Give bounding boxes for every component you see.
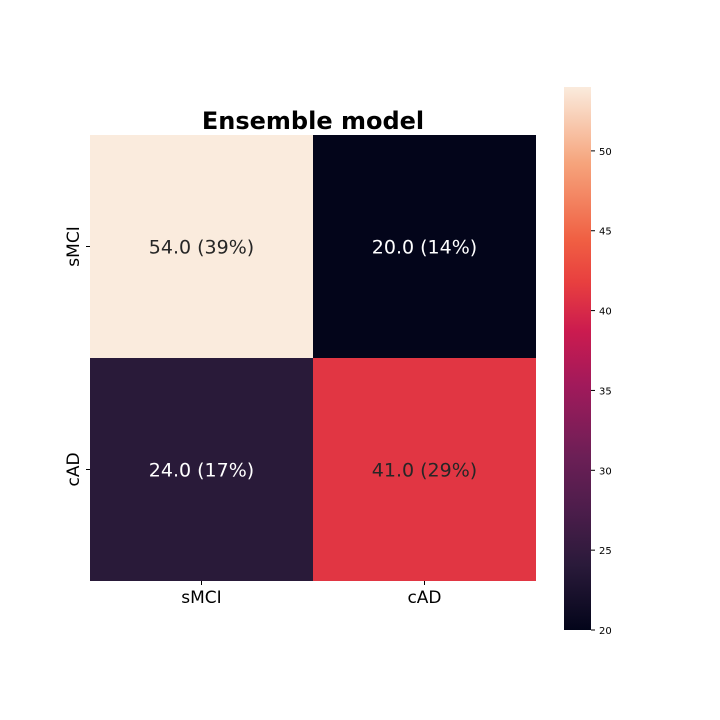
row-tick-label: cAD bbox=[64, 452, 84, 486]
heatmap: 54.0 (39%) 20.0 (14%) 24.0 (17%) 41.0 (29%) bbox=[90, 135, 536, 581]
colorbar-tick-label: 20 bbox=[599, 626, 612, 637]
colorbar-tick-label: 50 bbox=[599, 147, 612, 158]
colorbar-tick-label: 40 bbox=[599, 307, 612, 318]
heatmap-cell bbox=[90, 135, 313, 358]
colorbar-tick-label: 45 bbox=[599, 227, 612, 238]
col-tick-label: cAD bbox=[407, 588, 441, 608]
heatmap-cell-label: 41.0 (29%) bbox=[372, 460, 477, 482]
col-tick-label: sMCI bbox=[181, 588, 221, 608]
colorbar-tick-label: 25 bbox=[599, 546, 612, 557]
row-axis: sMCI cAD bbox=[64, 226, 90, 487]
row-tick-label: sMCI bbox=[64, 226, 84, 266]
colorbar-gradient bbox=[564, 87, 591, 630]
heatmap-cell bbox=[313, 358, 536, 581]
heatmap-cell bbox=[90, 358, 313, 581]
chart-title: Ensemble model bbox=[202, 107, 424, 135]
heatmap-cell bbox=[313, 135, 536, 358]
heatmap-cell-label: 24.0 (17%) bbox=[149, 460, 254, 482]
colorbar-tick-label: 35 bbox=[599, 386, 612, 397]
column-axis: sMCI cAD bbox=[181, 581, 442, 608]
heatmap-cell-label: 20.0 (14%) bbox=[372, 237, 477, 259]
colorbar: 20 25 30 35 40 45 50 bbox=[564, 87, 612, 637]
heatmap-cell-label: 54.0 (39%) bbox=[149, 237, 254, 259]
colorbar-tick-label: 30 bbox=[599, 466, 612, 477]
